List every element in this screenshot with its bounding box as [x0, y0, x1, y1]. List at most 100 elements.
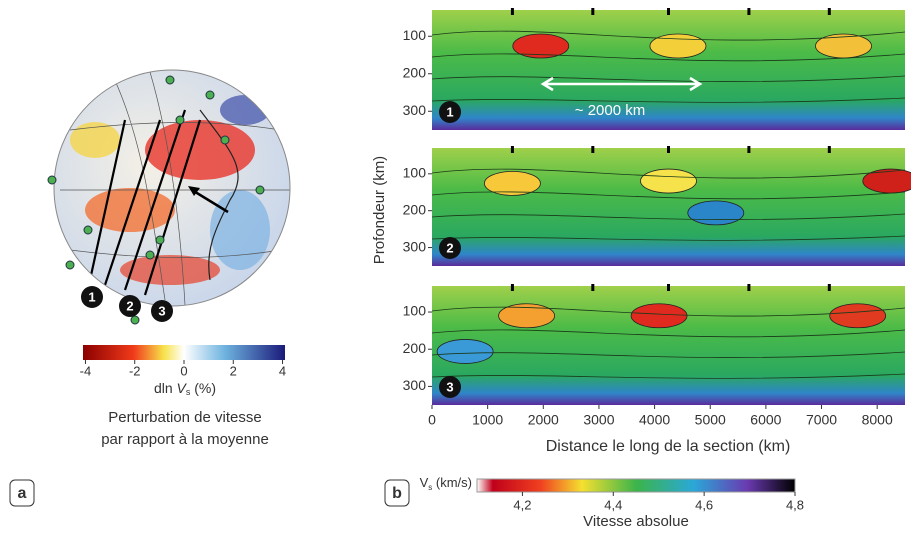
- y-axis-title: Profondeur (km): [371, 156, 388, 264]
- badge-label: 3: [158, 303, 165, 318]
- colorbar-tick-label: 2: [230, 363, 237, 378]
- anomaly: [640, 168, 697, 194]
- section-field: [432, 286, 905, 405]
- panel-label: a: [18, 485, 27, 502]
- section-marker: [591, 8, 595, 15]
- colorbar-tick-label: -4: [80, 363, 92, 378]
- y-tick-label: 100: [403, 27, 427, 43]
- anomaly: [815, 33, 872, 59]
- panel-label-box: [384, 479, 410, 507]
- contour: [431, 351, 906, 358]
- y-tick-label: 300: [403, 377, 427, 393]
- badge: [151, 300, 173, 322]
- section: [431, 146, 911, 266]
- badge: [119, 295, 141, 317]
- contour: [431, 53, 906, 62]
- colorbar-a-title: dln Vs (%): [154, 380, 216, 398]
- caption-line: Perturbation de vitesse: [108, 409, 261, 426]
- section-marker: [747, 284, 751, 291]
- x-tick-label: 4000: [639, 412, 670, 428]
- section-marker: [827, 284, 831, 291]
- contour: [431, 97, 906, 103]
- badge-label: 2: [446, 240, 453, 255]
- anomaly: [436, 339, 494, 364]
- badge: [81, 286, 103, 308]
- colorbar-b-title: Vs (km/s): [420, 475, 472, 492]
- panel-label-box: [9, 479, 35, 507]
- section: [431, 8, 906, 130]
- colorbar-a: [83, 345, 285, 360]
- anomaly: [512, 33, 570, 59]
- annotation: ~ 2000 km: [575, 102, 645, 119]
- section-field: [432, 148, 905, 266]
- anomaly: [630, 303, 688, 329]
- colorbar-tick-label: 4: [279, 363, 286, 378]
- contour: [431, 168, 906, 179]
- contour: [431, 235, 906, 241]
- x-tick-label: 5000: [695, 412, 726, 428]
- badge-label: 1: [446, 104, 453, 119]
- x-tick-label: 2000: [528, 412, 559, 428]
- x-tick-label: 0: [428, 412, 436, 428]
- y-tick-label: 100: [403, 303, 427, 319]
- colorbar-tick-label: 4,2: [513, 497, 531, 512]
- contour: [431, 213, 906, 220]
- badge: [439, 376, 461, 398]
- y-tick-label: 200: [403, 201, 427, 217]
- colorbar-b: [476, 478, 796, 493]
- section-marker: [591, 284, 595, 291]
- x-tick-label: 6000: [750, 412, 781, 428]
- section-marker: [667, 146, 670, 153]
- section: [431, 284, 906, 405]
- section-marker: [667, 284, 670, 291]
- badge: [439, 237, 461, 259]
- section-marker: [827, 146, 831, 153]
- contour: [431, 373, 906, 379]
- section-marker: [591, 146, 595, 153]
- section-marker: [747, 146, 751, 153]
- anomaly: [484, 170, 541, 196]
- colorbar-tick-label: 0: [180, 363, 187, 378]
- section-marker: [510, 8, 514, 15]
- caption-line: par rapport à la moyenne: [101, 431, 269, 448]
- colorbar-tick-label: 4,6: [695, 497, 713, 512]
- globe: [54, 70, 290, 306]
- panel-label: b: [392, 485, 402, 502]
- contour: [431, 30, 906, 41]
- contour: [431, 329, 906, 338]
- badge-label: 1: [88, 289, 95, 304]
- y-tick-label: 200: [403, 340, 427, 356]
- anomaly: [498, 303, 555, 329]
- section-marker: [827, 8, 831, 15]
- stations: [47, 75, 265, 325]
- y-tick-label: 100: [403, 165, 427, 181]
- section-marker: [667, 8, 670, 15]
- anomaly: [829, 303, 887, 329]
- colorbar-b-caption: Vitesse absolue: [583, 513, 689, 530]
- x-tick-label: 7000: [806, 412, 837, 428]
- annotation-arrow: [540, 76, 703, 92]
- colorbar-tick-label: 4,8: [786, 497, 804, 512]
- anomaly: [862, 168, 911, 194]
- anomaly: [649, 33, 707, 59]
- section-marker: [510, 284, 514, 291]
- section-field: [432, 10, 905, 130]
- badge-label: 3: [446, 379, 453, 394]
- x-axis-title: Distance le long de la section (km): [546, 438, 791, 455]
- y-tick-label: 300: [403, 102, 427, 118]
- badge: [439, 101, 461, 123]
- colorbar-tick-label: 4,4: [604, 497, 622, 512]
- x-tick-label: 3000: [583, 412, 614, 428]
- x-tick-label: 8000: [862, 412, 893, 428]
- contour: [431, 191, 906, 200]
- contour: [431, 75, 906, 82]
- badge-label: 2: [126, 298, 133, 313]
- y-tick-label: 300: [403, 238, 427, 254]
- x-tick-label: 1000: [472, 412, 503, 428]
- y-tick-label: 200: [403, 64, 427, 80]
- section-marker: [510, 146, 514, 153]
- section-marker: [747, 8, 751, 15]
- globe-outline: [53, 69, 291, 307]
- colorbar-tick-label: -2: [129, 363, 141, 378]
